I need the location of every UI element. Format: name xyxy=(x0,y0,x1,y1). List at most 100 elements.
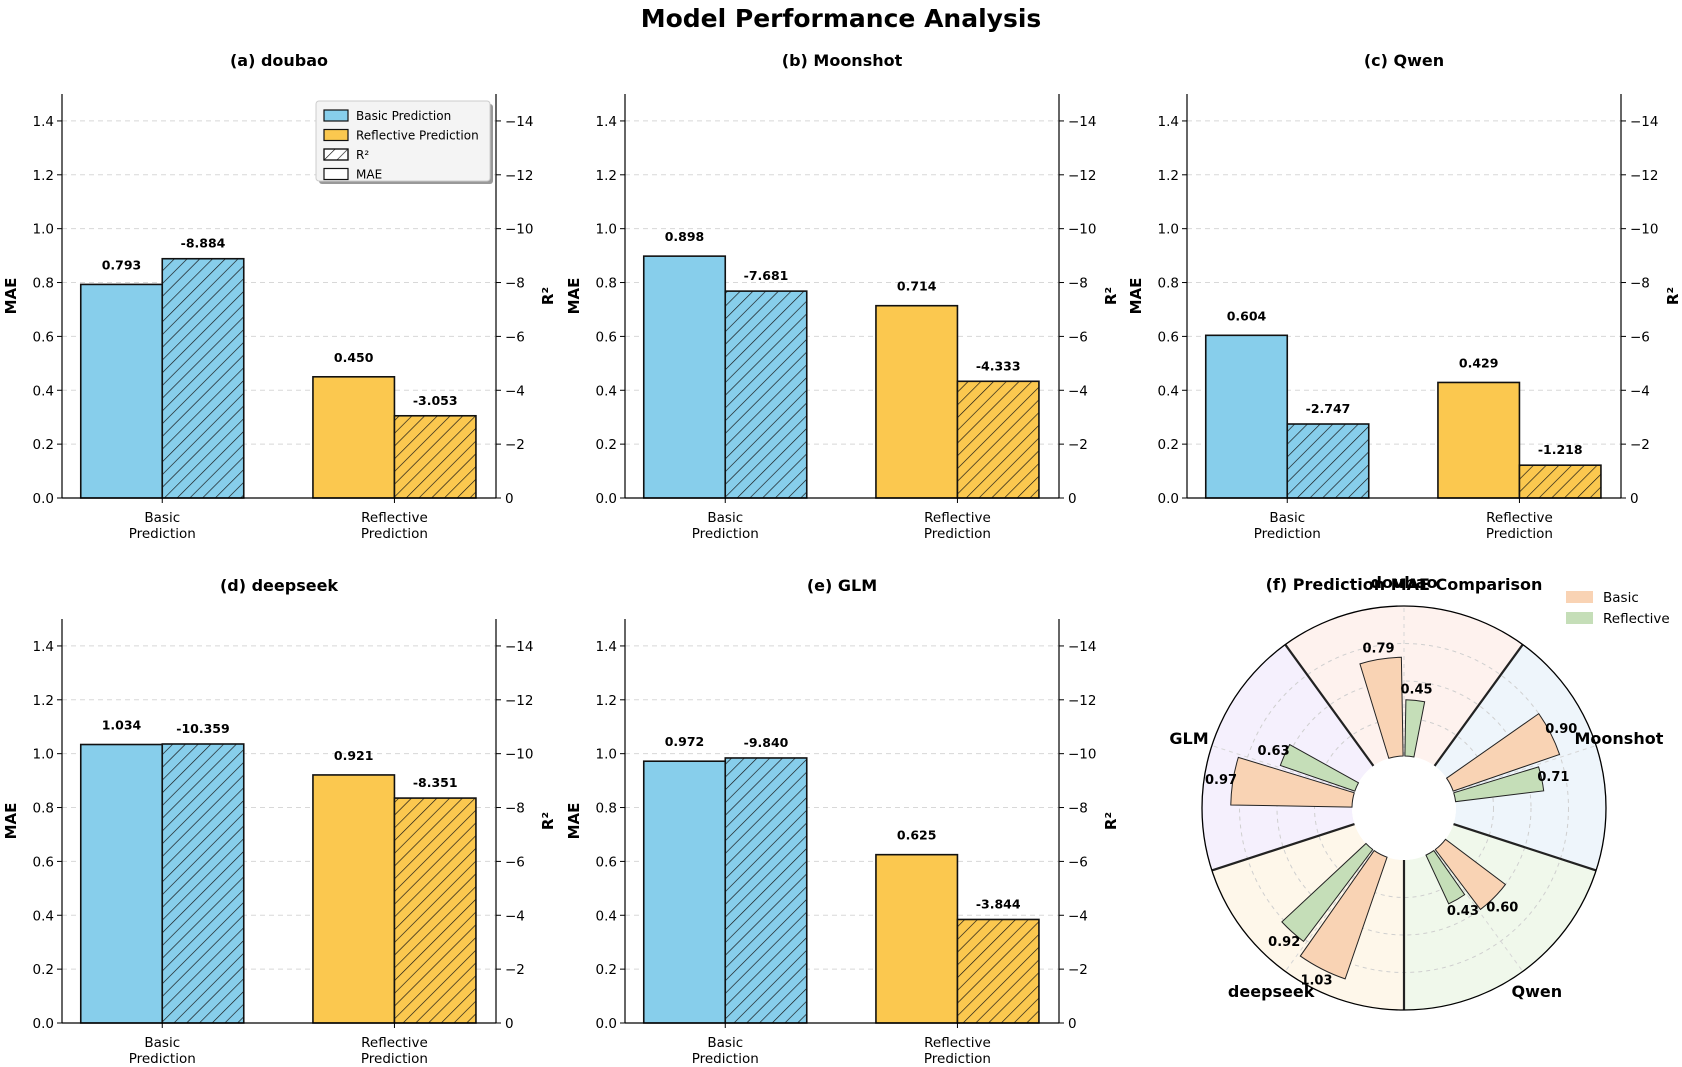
y2-tick-label: −14 xyxy=(1068,114,1097,130)
x-tick-label: Prediction xyxy=(1486,526,1553,542)
mae-value-label: 0.972 xyxy=(665,734,705,749)
mae-bar xyxy=(875,304,959,499)
y-axis-label: MAE xyxy=(565,803,583,840)
mae-value-label: 0.714 xyxy=(897,279,937,294)
r2-value-label: -10.359 xyxy=(176,721,229,736)
y-tick-label: 0.8 xyxy=(596,276,617,292)
y-tick-label: 1.2 xyxy=(33,693,54,709)
polar-grid-spoke xyxy=(1211,745,1355,793)
reflective-value-label: 0.71 xyxy=(1537,770,1569,785)
r2-value-label: -3.053 xyxy=(413,393,458,408)
y-tick-label: 0.6 xyxy=(1158,329,1179,345)
reflective-polar-bar xyxy=(1425,849,1466,905)
x-tick-label: Prediction xyxy=(361,526,428,542)
mae-value-label: 0.429 xyxy=(1459,355,1499,370)
y2-axis-label: R² xyxy=(539,812,557,830)
basic-polar-bar xyxy=(1359,656,1404,759)
basic-polar-bar xyxy=(1445,712,1561,792)
x-tick-label: Basic xyxy=(1269,510,1305,526)
y-tick-label: 0.4 xyxy=(33,383,54,399)
y2-axis-label: R² xyxy=(1102,812,1120,830)
y2-tick-label: −10 xyxy=(1068,222,1097,238)
mae-value-label: 0.604 xyxy=(1227,308,1267,323)
mae-bar xyxy=(79,743,164,1024)
panel-title: (a) doubao xyxy=(230,51,328,70)
model-label: Moonshot xyxy=(1575,729,1664,748)
y-tick-label: 1.4 xyxy=(596,114,617,130)
y-tick-label: 1.2 xyxy=(1158,168,1179,184)
legend-box xyxy=(315,100,491,182)
reflective-value-label: 0.43 xyxy=(1447,904,1479,919)
y2-tick-label: −6 xyxy=(1068,854,1088,870)
y-axis-label: MAE xyxy=(565,278,583,315)
y2-tick-label: −4 xyxy=(505,383,525,399)
y2-tick-label: −4 xyxy=(1068,908,1088,924)
basic-polar-bar xyxy=(1299,849,1388,980)
polar-center xyxy=(1352,756,1456,860)
y2-tick-label: −4 xyxy=(1630,383,1650,399)
y-tick-label: 0.8 xyxy=(33,276,54,292)
legend-swatch xyxy=(1566,591,1593,603)
basic-value-label: 0.97 xyxy=(1205,773,1237,788)
y-tick-label: 0.0 xyxy=(33,1016,54,1032)
r2-bar xyxy=(1286,423,1370,499)
y2-tick-label: −6 xyxy=(505,854,525,870)
mae-bar xyxy=(875,853,959,1024)
legend-swatch xyxy=(323,167,349,181)
y-tick-label: 0.4 xyxy=(596,908,617,924)
basic-polar-bar xyxy=(1230,756,1355,808)
r2-bar xyxy=(393,414,477,499)
polar-grid-spoke xyxy=(1453,745,1597,793)
y2-tick-label: −12 xyxy=(1630,168,1659,184)
y-tick-label: 0.2 xyxy=(596,962,617,978)
legend-label: Basic xyxy=(1603,590,1639,606)
x-tick-label: Prediction xyxy=(924,526,991,542)
x-tick-label: Basic xyxy=(144,510,180,526)
y-tick-label: 1.0 xyxy=(33,747,54,763)
y2-tick-label: −14 xyxy=(505,114,534,130)
mae-bar xyxy=(642,760,727,1024)
y-tick-label: 0.0 xyxy=(596,1016,617,1032)
y-tick-label: 0.2 xyxy=(596,437,617,453)
y-tick-label: 0.4 xyxy=(1158,383,1179,399)
r2-bar xyxy=(1518,464,1602,499)
y-tick-label: 1.2 xyxy=(596,693,617,709)
y2-tick-label: −8 xyxy=(505,276,525,292)
y-tick-label: 1.4 xyxy=(1158,114,1179,130)
polar-grid-spoke xyxy=(1284,849,1374,972)
reflective-value-label: 0.92 xyxy=(1268,935,1300,950)
y2-tick-label: −4 xyxy=(505,908,525,924)
y-tick-label: 0.6 xyxy=(33,329,54,345)
mae-value-label: 0.450 xyxy=(334,350,374,365)
panel-title: (f) Prediction MAE Comparison xyxy=(1266,575,1543,594)
y-tick-label: 0.8 xyxy=(1158,276,1179,292)
mae-bar xyxy=(312,774,396,1024)
y-tick-label: 1.4 xyxy=(33,639,54,655)
y-tick-label: 0.0 xyxy=(1158,491,1179,507)
mae-bar xyxy=(1437,381,1521,499)
r2-bar xyxy=(724,757,808,1024)
y2-tick-label: −14 xyxy=(1068,639,1097,655)
y-tick-label: 0.8 xyxy=(596,801,617,817)
r2-value-label: -9.840 xyxy=(744,735,789,750)
x-tick-label: Reflective xyxy=(361,1035,428,1051)
y-tick-label: 0.4 xyxy=(596,383,617,399)
model-label: GLM xyxy=(1169,729,1208,748)
sector-separator xyxy=(1453,823,1597,872)
y-tick-label: 0.2 xyxy=(1158,437,1179,453)
x-tick-label: Basic xyxy=(707,510,743,526)
r2-value-label: -3.844 xyxy=(976,896,1021,911)
x-tick-label: Prediction xyxy=(692,526,759,542)
y-tick-label: 0.0 xyxy=(33,491,54,507)
basic-value-label: 0.79 xyxy=(1363,641,1395,656)
r2-value-label: -7.681 xyxy=(744,268,789,283)
sector-separator xyxy=(1284,643,1375,767)
y2-tick-label: −12 xyxy=(1068,168,1097,184)
y2-tick-label: −12 xyxy=(505,168,534,184)
legend-label: MAE xyxy=(356,168,382,182)
sector-separator xyxy=(1433,643,1524,767)
y-tick-label: 1.0 xyxy=(33,222,54,238)
y2-tick-label: −8 xyxy=(1630,276,1650,292)
